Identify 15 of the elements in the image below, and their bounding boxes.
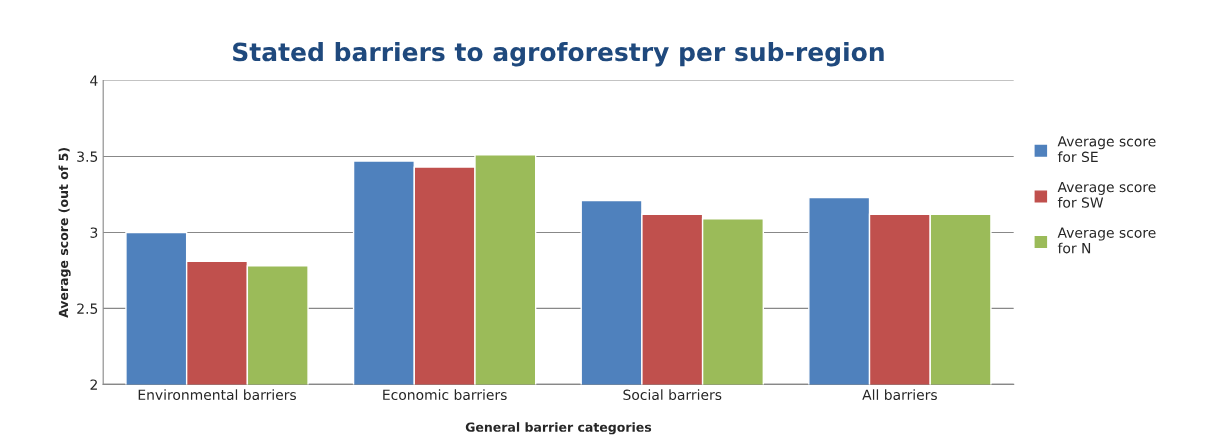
legend-label: Average score for SW: [1057, 181, 1156, 208]
x-tick-label: Environmental barriers: [138, 389, 296, 401]
x-tick-label: Social barriers: [623, 389, 722, 401]
x-tick-label: All barriers: [862, 389, 937, 401]
y-tick-label: 2: [90, 379, 97, 390]
y-tick-label: 4: [90, 75, 98, 86]
y-tick-label: 2.5: [77, 303, 98, 314]
legend-label: Average score for SE: [1057, 136, 1156, 163]
y-axis-title: Average score (out of 5): [58, 148, 71, 318]
chart-title: Stated barriers to agroforestry per sub-region: [233, 42, 884, 67]
x-tick-label: Economic barriers: [383, 389, 507, 401]
y-tick-label: 3: [90, 227, 98, 238]
y-tick-label: 3.5: [77, 151, 98, 162]
legend-label: Average score for N: [1057, 227, 1156, 254]
x-axis-title: General barrier categories: [465, 422, 652, 435]
